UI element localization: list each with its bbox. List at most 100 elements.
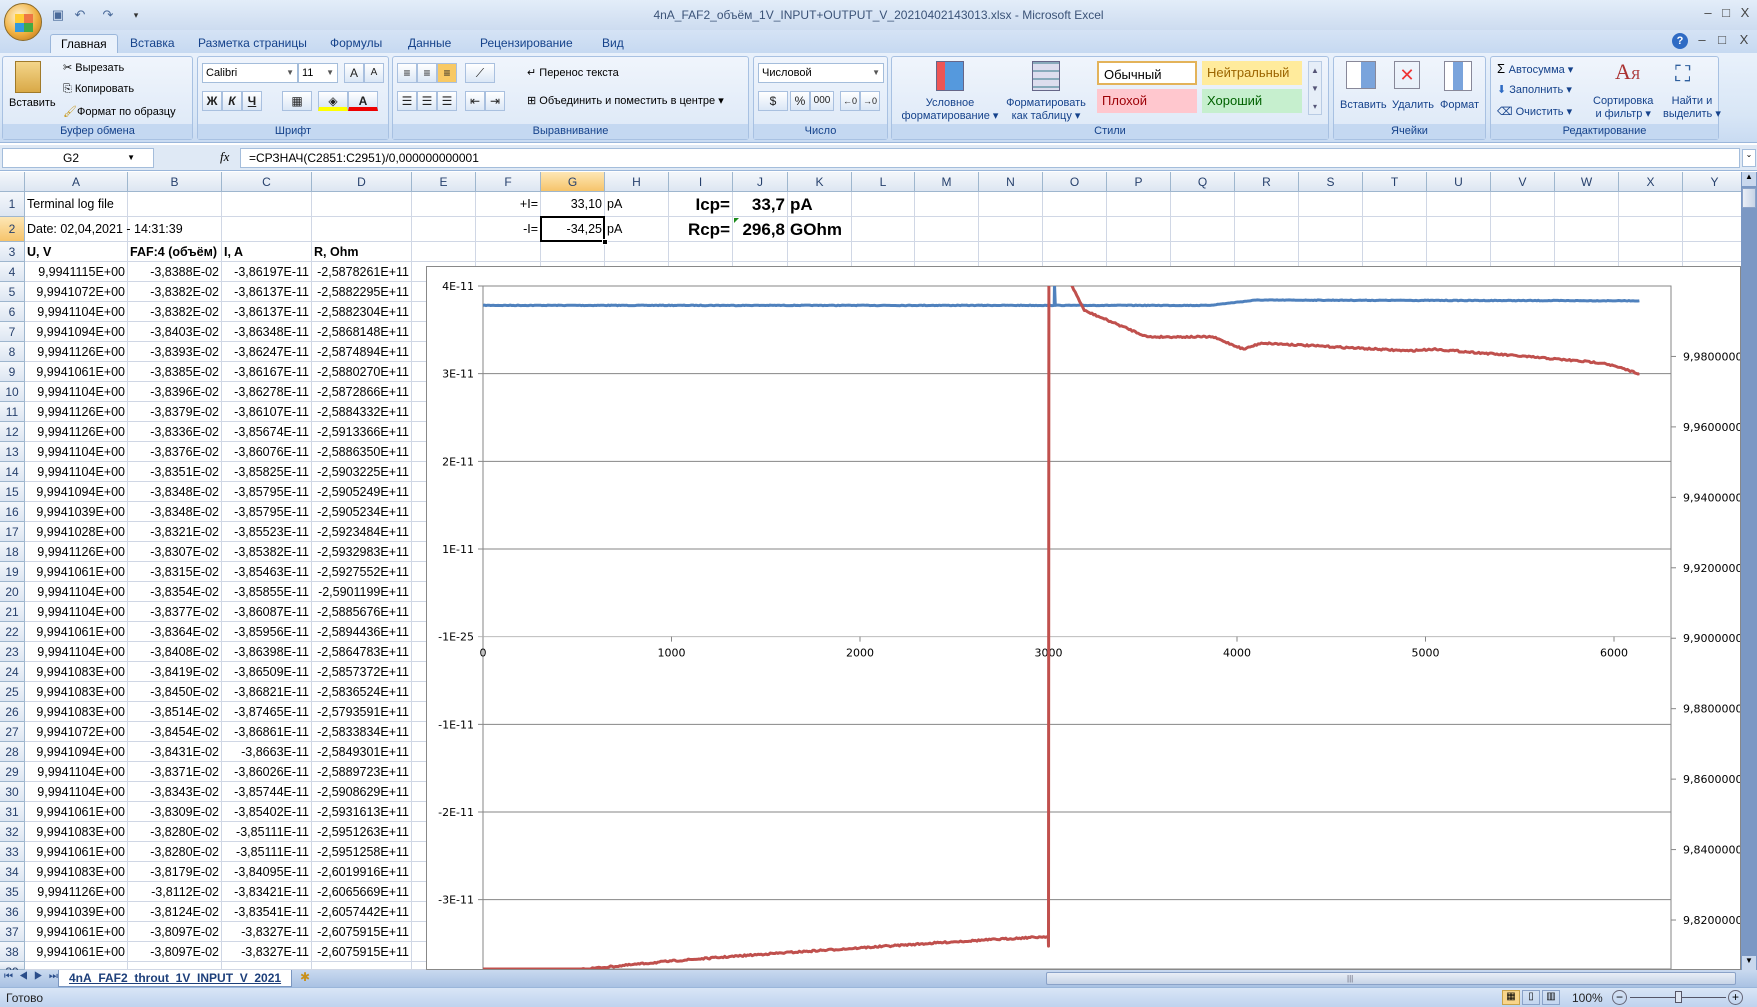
zoom-level[interactable]: 100% [1572, 991, 1603, 1005]
cell-D39[interactable] [312, 962, 412, 970]
row-header-2[interactable]: 2 [0, 217, 25, 242]
cell-W3[interactable] [1555, 242, 1619, 262]
cell-B23[interactable]: -3,8408E-02 [128, 642, 222, 662]
cell-C17[interactable]: -3,85523E-11 [222, 522, 312, 542]
insert-sheet-icon[interactable]: ✱ [300, 970, 311, 984]
copy-button[interactable]: ⎘ Копировать [63, 83, 135, 95]
cell-I3[interactable] [669, 242, 733, 262]
cell-D5[interactable]: -2,5882295E+11 [312, 282, 412, 302]
cell-A23[interactable]: 9,9941104E+00 [25, 642, 128, 662]
cell-D18[interactable]: -2,5932983E+11 [312, 542, 412, 562]
row-header-1[interactable]: 1 [0, 192, 25, 217]
minimize-button[interactable]: – [1704, 5, 1712, 20]
cell-O2[interactable] [1043, 217, 1107, 242]
currency-icon[interactable]: $ [758, 91, 788, 111]
cell-D12[interactable]: -2,5913366E+11 [312, 422, 412, 442]
tab-insert[interactable]: Вставка [130, 36, 175, 50]
style-bad[interactable]: Плохой [1097, 89, 1197, 113]
cell-A29[interactable]: 9,9941104E+00 [25, 762, 128, 782]
cell-D17[interactable]: -2,5923484E+11 [312, 522, 412, 542]
cell-D24[interactable]: -2,5857372E+11 [312, 662, 412, 682]
cell-V1[interactable] [1491, 192, 1555, 217]
row-header-27[interactable]: 27 [0, 722, 25, 742]
cell-B30[interactable]: -3,8343E-02 [128, 782, 222, 802]
tab-review[interactable]: Рецензирование [480, 36, 573, 50]
cell-A32[interactable]: 9,9941083E+00 [25, 822, 128, 842]
cell-R1[interactable] [1235, 192, 1299, 217]
cell-X3[interactable] [1619, 242, 1683, 262]
cell-U3[interactable] [1427, 242, 1491, 262]
format-cells-button[interactable]: Формат [1440, 99, 1480, 111]
cell-B15[interactable]: -3,8348E-02 [128, 482, 222, 502]
insert-function-icon[interactable]: fx [220, 149, 230, 164]
scroll-down-icon[interactable]: ▼ [1742, 956, 1756, 970]
cell-A11[interactable]: 9,9941126E+00 [25, 402, 128, 422]
cell-M3[interactable] [915, 242, 979, 262]
cell-D29[interactable]: -2,5889723E+11 [312, 762, 412, 782]
styles-gallery-scroll[interactable]: ▲ ▼ ▾ [1308, 61, 1322, 115]
cell-B36[interactable]: -3,8124E-02 [128, 902, 222, 922]
cell-C18[interactable]: -3,85382E-11 [222, 542, 312, 562]
doc-close-button[interactable]: X [1739, 32, 1749, 47]
cell-P3[interactable] [1107, 242, 1171, 262]
cell-C25[interactable]: -3,86821E-11 [222, 682, 312, 702]
help-icon[interactable]: ? [1672, 33, 1688, 49]
column-header-S[interactable]: S [1299, 172, 1363, 192]
sheet-tab[interactable]: 4nA_FAF2_throut_1V_INPUT_V_2021 [58, 970, 293, 987]
row-header-34[interactable]: 34 [0, 862, 25, 882]
cell-B34[interactable]: -3,8179E-02 [128, 862, 222, 882]
cell-A2[interactable]: Date: 02,04,2021 - 14:31:39 [25, 217, 183, 242]
cell-D32[interactable]: -2,5951263E+11 [312, 822, 412, 842]
cell-S2[interactable] [1299, 217, 1363, 242]
cell-D38[interactable]: -2,6075915E+11 [312, 942, 412, 962]
decrease-indent-icon[interactable]: ⇤ [465, 91, 485, 111]
font-name-select[interactable]: Calibri ▼ [202, 63, 298, 83]
formula-input[interactable]: =СРЗНАЧ(C2851:C2951)/0,000000000001 [240, 148, 1740, 168]
scroll-thumb[interactable] [1742, 188, 1756, 208]
cell-D16[interactable]: -2,5905234E+11 [312, 502, 412, 522]
tab-formulas[interactable]: Формулы [330, 36, 383, 50]
cell-C24[interactable]: -3,86509E-11 [222, 662, 312, 682]
cell-B11[interactable]: -3,8379E-02 [128, 402, 222, 422]
cell-M2[interactable] [915, 217, 979, 242]
clear-button[interactable]: ⌫ Очистить ▾ [1497, 106, 1573, 118]
cell-D28[interactable]: -2,5849301E+11 [312, 742, 412, 762]
cell-C11[interactable]: -3,86107E-11 [222, 402, 312, 422]
cell-A4[interactable]: 9,9941115E+00 [25, 262, 128, 282]
row-header-22[interactable]: 22 [0, 622, 25, 642]
font-color-icon[interactable]: A [348, 91, 378, 111]
cell-B25[interactable]: -3,8450E-02 [128, 682, 222, 702]
cell-B14[interactable]: -3,8351E-02 [128, 462, 222, 482]
cell-D8[interactable]: -2,5874894E+11 [312, 342, 412, 362]
row-header-5[interactable]: 5 [0, 282, 25, 302]
cell-B7[interactable]: -3,8403E-02 [128, 322, 222, 342]
cell-C33[interactable]: -3,85111E-11 [222, 842, 312, 862]
cell-C10[interactable]: -3,86278E-11 [222, 382, 312, 402]
cell-A17[interactable]: 9,9941028E+00 [25, 522, 128, 542]
cell-H1[interactable]: pA [605, 192, 669, 217]
cell-C14[interactable]: -3,85825E-11 [222, 462, 312, 482]
horizontal-scrollbar[interactable]: ||| [1046, 972, 1736, 985]
tab-home[interactable]: Главная [50, 34, 118, 53]
cell-A25[interactable]: 9,9941083E+00 [25, 682, 128, 702]
column-header-N[interactable]: N [979, 172, 1043, 192]
cell-T1[interactable] [1363, 192, 1427, 217]
cell-D36[interactable]: -2,6057442E+11 [312, 902, 412, 922]
row-header-15[interactable]: 15 [0, 482, 25, 502]
cell-B21[interactable]: -3,8377E-02 [128, 602, 222, 622]
chart[interactable]: 4E-11 3E-11 2E-11 1E-11 -1E-25 -1E-11 -2E-11 -3… [426, 266, 1741, 970]
cell-Y1[interactable] [1683, 192, 1741, 217]
column-header-V[interactable]: V [1491, 172, 1555, 192]
bold-button[interactable]: Ж [202, 91, 222, 111]
row-header-6[interactable]: 6 [0, 302, 25, 322]
format-as-table-button[interactable]: Форматировать как таблицу ▾ [1006, 97, 1086, 122]
scroll-up-icon[interactable]: ▲ [1742, 172, 1756, 186]
fill-handle[interactable] [602, 239, 608, 245]
zoom-in-icon[interactable]: + [1728, 990, 1743, 1005]
cell-K3[interactable] [788, 242, 852, 262]
cell-D14[interactable]: -2,5903225E+11 [312, 462, 412, 482]
cell-A10[interactable]: 9,9941104E+00 [25, 382, 128, 402]
cell-T2[interactable] [1363, 217, 1427, 242]
cell-D3[interactable]: R, Ohm [312, 242, 412, 262]
cell-A6[interactable]: 9,9941104E+00 [25, 302, 128, 322]
